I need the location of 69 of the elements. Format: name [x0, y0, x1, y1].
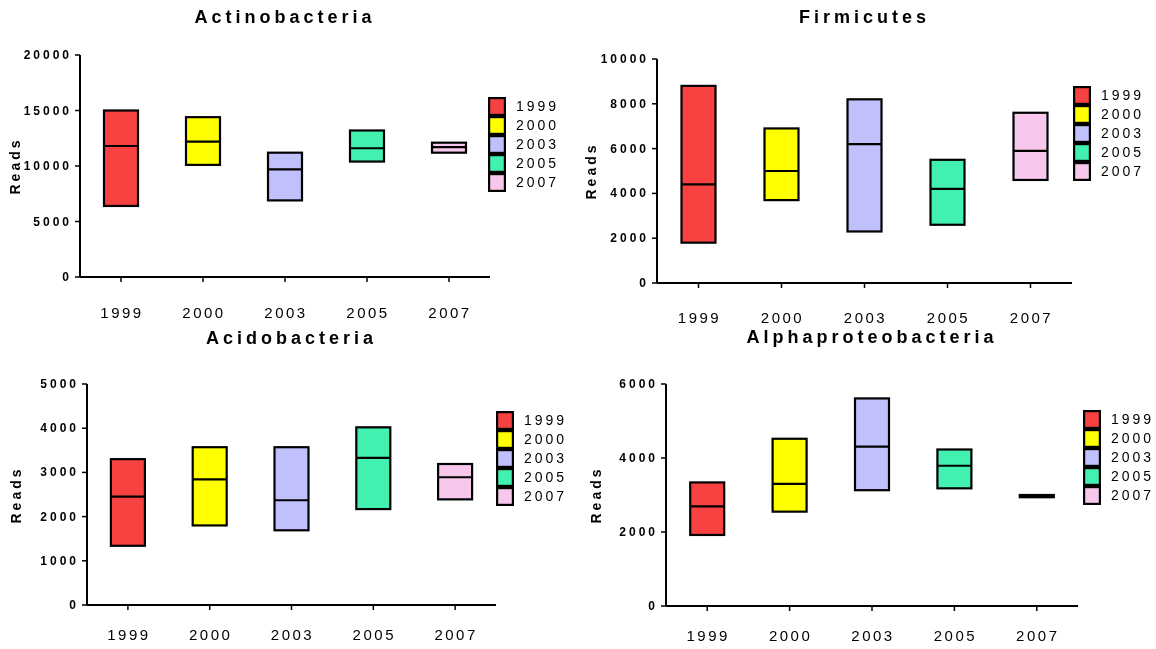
legend-label: 2005	[524, 469, 568, 486]
y-tick-label: 0	[648, 599, 658, 613]
x-tick-label: 2000	[768, 627, 813, 644]
y-tick-label: 8000	[610, 96, 649, 111]
y-tick-label: 4000	[40, 421, 79, 436]
y-tick-label: 2000	[619, 525, 658, 539]
y-axis-title: Reads	[583, 142, 599, 200]
chart-title: Actinobacteria	[194, 6, 376, 28]
x-tick-label: 1999	[677, 309, 722, 326]
x-tick-label: 2007	[1016, 627, 1060, 644]
x-tick-label: 2007	[428, 304, 472, 321]
y-tick-label: 5000	[40, 377, 79, 391]
legend-label: 2000	[516, 117, 560, 134]
y-tick-label: 0	[62, 270, 72, 284]
y-tick-label: 2000	[610, 231, 649, 246]
y-tick-label: 20000	[23, 48, 72, 62]
legend-label: 2007	[524, 488, 568, 505]
x-tick-label: 2007	[1009, 309, 1054, 326]
legend-label: 2003	[1101, 125, 1145, 142]
legend-label: 2003	[1111, 449, 1155, 466]
y-tick-label: 6000	[610, 141, 649, 156]
x-tick-label: 2005	[933, 627, 978, 644]
legend-label: 1999	[1111, 411, 1155, 428]
legend-label: 2003	[516, 136, 560, 153]
y-tick-label: 0	[639, 276, 649, 290]
x-tick-label: 1999	[107, 626, 151, 643]
x-tick-label: 2000	[189, 626, 233, 643]
x-tick-label: 2005	[346, 304, 390, 321]
x-tick-label: 2003	[270, 626, 315, 643]
legend-label: 1999	[524, 412, 568, 429]
chart-title: Alphaproteobacteria	[746, 326, 998, 348]
y-tick-label: 2000	[40, 509, 79, 524]
y-tick-label: 0	[69, 598, 79, 612]
legend-label: 2005	[1111, 468, 1155, 485]
legend-label: 2007	[1101, 163, 1145, 180]
x-tick-label: 2000	[182, 304, 226, 321]
x-tick-label: 2007	[434, 626, 478, 643]
y-tick-label: 5000	[33, 214, 72, 229]
y-tick-label: 4000	[610, 186, 649, 201]
chart-title: Acidobacteria	[205, 327, 378, 349]
y-tick-label: 1000	[40, 553, 79, 568]
y-tick-label: 6000	[619, 377, 658, 391]
x-tick-label: 2005	[926, 309, 971, 326]
legend-label: 2000	[524, 431, 568, 448]
x-tick-label: 2003	[264, 304, 308, 321]
x-tick-label: 1999	[100, 304, 144, 321]
y-axis-title: Reads	[8, 465, 24, 524]
y-tick-label: 3000	[40, 465, 79, 480]
y-tick-label: 10000	[23, 159, 72, 173]
legend-label: 2005	[516, 155, 560, 172]
legend-label: 2005	[1101, 144, 1145, 161]
y-tick-label: 4000	[619, 451, 658, 465]
legend-label: 2003	[524, 450, 568, 467]
legend-label: 1999	[516, 98, 560, 115]
x-tick-label: 2000	[760, 309, 805, 326]
x-tick-label: 2005	[352, 626, 396, 643]
legend-label: 2000	[1111, 430, 1155, 447]
legend-label: 2000	[1101, 106, 1145, 123]
legend-label: 2007	[1111, 487, 1155, 504]
x-tick-label: 1999	[686, 627, 730, 644]
legend-label: 1999	[1101, 87, 1145, 104]
x-tick-label: 2003	[843, 309, 888, 326]
y-axis-title: Reads	[588, 466, 604, 524]
y-tick-label: 15000	[23, 103, 72, 118]
y-axis-title: Reads	[7, 137, 23, 195]
legend-label: 2007	[516, 174, 560, 191]
x-tick-label: 2003	[851, 627, 895, 644]
y-tick-label: 10000	[600, 52, 649, 66]
chart-title: Firmicutes	[798, 6, 931, 28]
